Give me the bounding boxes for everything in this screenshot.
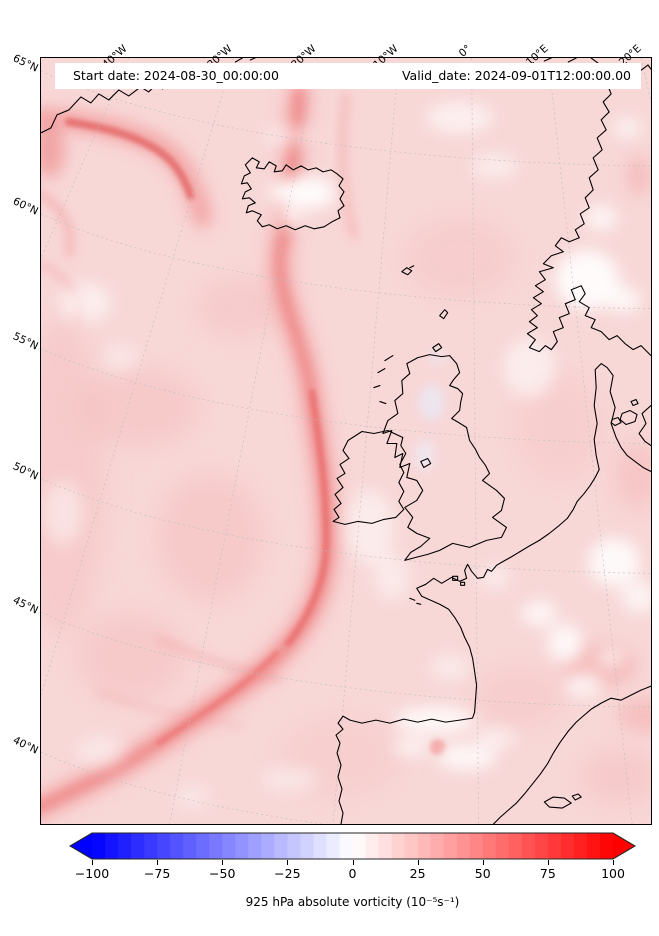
vorticity-negative-blue-patches [413, 350, 447, 471]
coast-shetland [439, 309, 449, 320]
colorbar-right-arrow [613, 833, 635, 859]
colorbar-tick-label: −75 [143, 866, 171, 881]
coast-mediterranean [492, 685, 651, 824]
graticule [41, 58, 651, 824]
colorbar-tick [222, 860, 224, 865]
map-canvas [41, 58, 651, 824]
coast-channel-islands [452, 575, 466, 586]
y-tick-label: 40°N [10, 734, 40, 757]
coast-hebrides [373, 355, 394, 405]
title-bar: Start date: 2024-08-30_00:00:00 Valid_da… [55, 63, 641, 89]
colorbar-tick [613, 860, 614, 865]
coast-danish-islands [610, 399, 639, 427]
colorbar-label: 925 hPa absolute vorticity (10⁻⁵s⁻¹) [245, 895, 460, 909]
coast-iceland [240, 157, 345, 231]
colorbar-tick-label: −50 [209, 866, 236, 881]
coast-orkney [432, 343, 443, 353]
coast-sweden-west [638, 404, 651, 447]
coast-isle-of-man [420, 457, 432, 469]
coast-continental-north-sea [538, 468, 600, 541]
colorbar-tick-label: 75 [539, 866, 556, 881]
vorticity-mottling [41, 217, 651, 806]
colorbar-tick-label: 25 [409, 866, 426, 881]
colorbar-tick-label: 100 [601, 866, 625, 881]
coast-france-west-iberia [335, 539, 540, 824]
coastlines [41, 58, 651, 824]
coast-brittany-islands [409, 597, 422, 605]
colorbar-tick [547, 860, 549, 865]
colorbar-tick [92, 860, 93, 865]
colorbar [69, 832, 637, 860]
coast-great-britain [382, 354, 508, 561]
y-tick-label: 50°N [10, 460, 40, 483]
y-tick-label: 65°N [10, 52, 40, 75]
coast-greenland-fragment [234, 58, 257, 63]
colorbar-tick-label: −25 [274, 866, 301, 881]
valid-date-text: Valid_date: 2024-09-01T12:00:00.00 [401, 67, 631, 83]
colorbar-tick [157, 860, 159, 865]
colorbar-segments [92, 833, 614, 859]
coast-norway [526, 58, 651, 357]
coast-faroe [401, 265, 415, 276]
colorbar-tick-label: 50 [474, 866, 491, 881]
colorbar-left-arrow [70, 833, 92, 859]
coast-norway-fragment [543, 58, 577, 63]
colorbar-tick-label: −100 [74, 866, 110, 881]
colorbar-tick [417, 860, 419, 865]
vorticity-minima-white [42, 101, 651, 809]
colorbar-outline [69, 832, 637, 860]
y-tick-label: 45°N [10, 594, 40, 617]
coast-denmark-jutland [593, 363, 651, 473]
map-panel: Start date: 2024-08-30_00:00:00 Valid_da… [40, 57, 652, 825]
start-date-text: Start date: 2024-08-30_00:00:00 [73, 67, 279, 83]
y-tick-label: 60°N [10, 195, 40, 218]
coast-ireland [332, 429, 407, 525]
coast-balearics [543, 793, 582, 809]
colorbar-tick [352, 860, 354, 865]
colorbar-tick [482, 860, 484, 865]
colorbar-tick [287, 860, 289, 865]
colorbar-tick-label: 0 [348, 866, 357, 881]
y-tick-label: 55°N [10, 330, 40, 353]
